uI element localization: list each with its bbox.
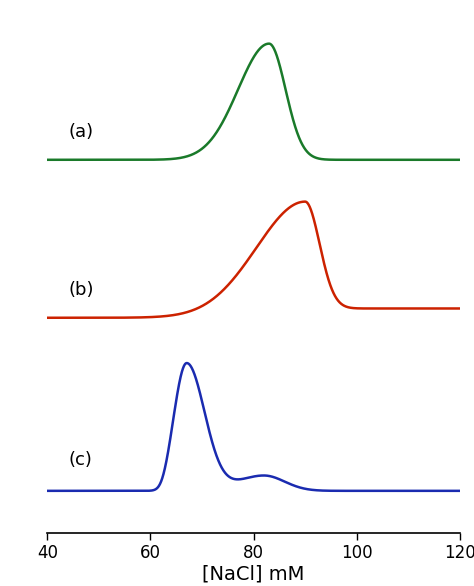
- Text: (a): (a): [68, 123, 93, 141]
- Text: [NaCl] mM: [NaCl] mM: [202, 564, 305, 583]
- Text: (b): (b): [68, 281, 93, 299]
- Text: (c): (c): [68, 451, 92, 469]
